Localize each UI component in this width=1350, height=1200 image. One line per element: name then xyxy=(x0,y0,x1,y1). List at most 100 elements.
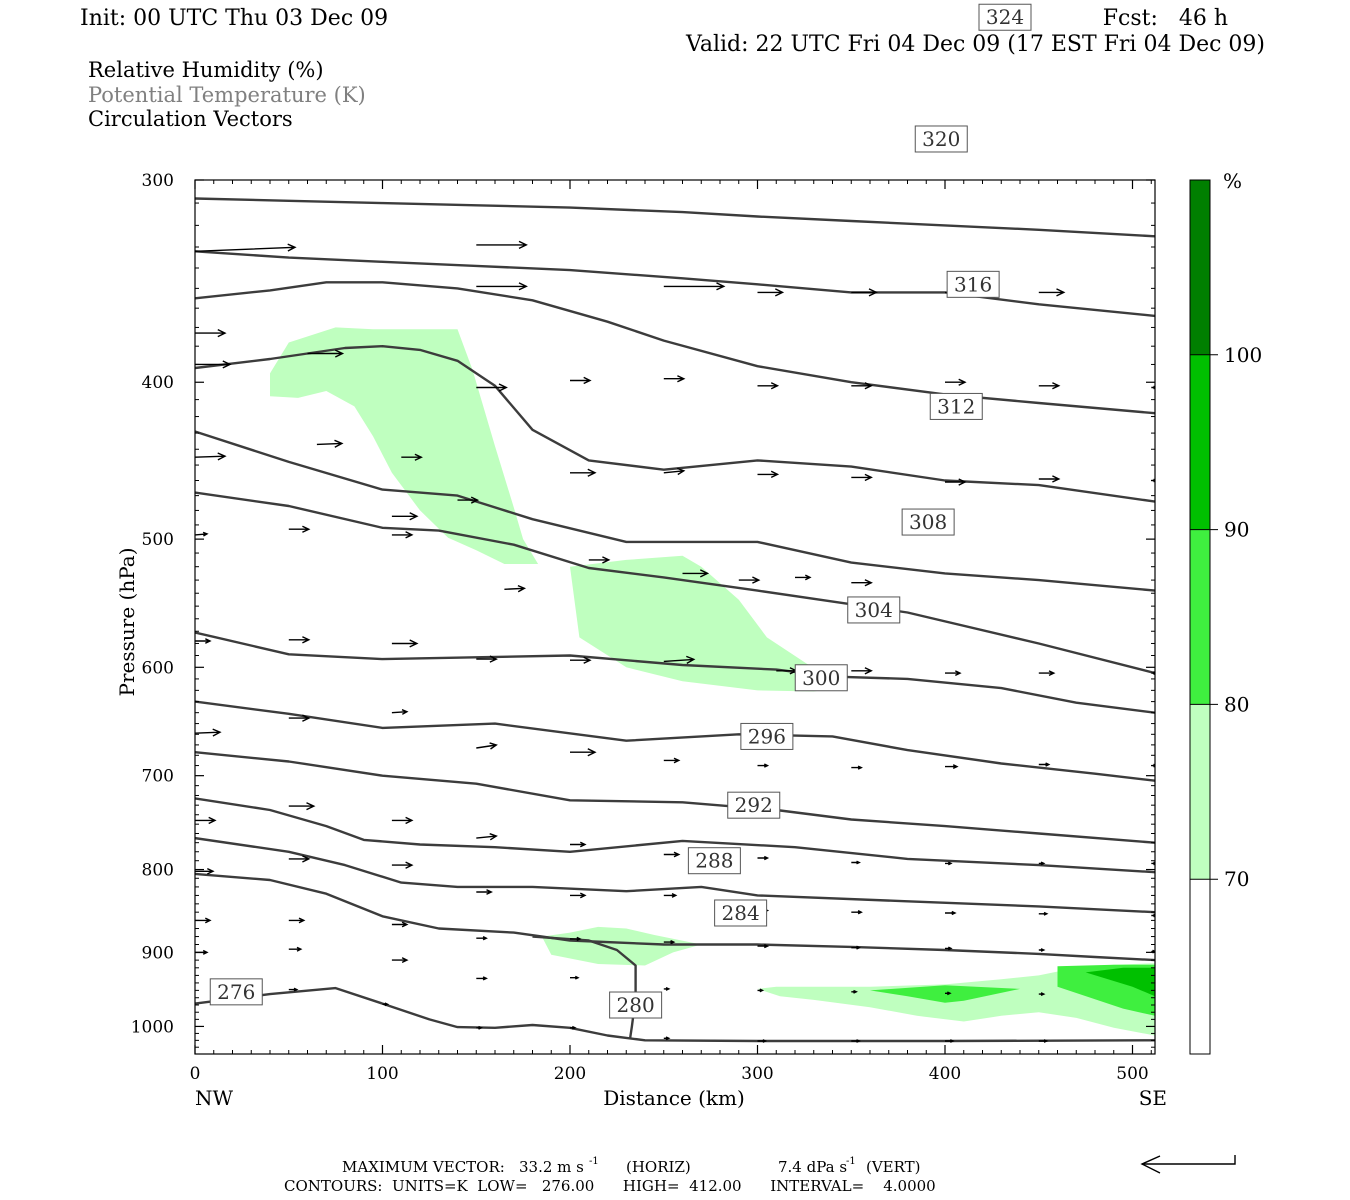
contour-label-box-300 xyxy=(794,664,848,692)
x-tick-label-200: 200 xyxy=(554,1064,586,1084)
contour-label-280: 280 xyxy=(617,993,655,1017)
legend-theta: Potential Temperature (K) xyxy=(88,83,366,107)
theta-contour-324 xyxy=(195,250,1155,318)
footer-horiz-exp: -1 xyxy=(589,1156,599,1167)
footer-max-vert: 7.4 dPa s xyxy=(778,1158,847,1176)
theta-contour-312 xyxy=(195,430,1155,592)
circulation-vector xyxy=(195,243,297,252)
contour-label-324: 324 xyxy=(986,5,1024,29)
colorbar-unit: % xyxy=(1223,169,1242,193)
colorbar-label-100: 100 xyxy=(1224,343,1262,367)
colorbar-frame xyxy=(1189,179,1211,1055)
circulation-vector xyxy=(570,376,592,385)
circulation-vector xyxy=(476,833,498,841)
circulation-vector xyxy=(288,525,311,533)
circulation-vector xyxy=(195,531,209,537)
x-tick-label-300: 300 xyxy=(741,1064,773,1084)
circulation-vector xyxy=(476,240,528,250)
circulation-vector xyxy=(1038,382,1061,390)
circulation-vector xyxy=(504,584,527,593)
circulation-vector xyxy=(1038,762,1051,767)
contour-label-box-312 xyxy=(929,392,983,420)
colorbar-label-90: 90 xyxy=(1224,518,1249,542)
circulation-vector xyxy=(851,382,873,390)
contour-label-box-324 xyxy=(978,3,1032,31)
footer-max-horiz: 33.2 m s xyxy=(519,1158,584,1176)
circulation-vector xyxy=(757,855,770,861)
contour-label-box-288 xyxy=(687,847,741,875)
contour-label-box-280 xyxy=(609,991,663,1019)
circulation-vector xyxy=(945,910,957,916)
y-axis-title: Pressure (hPa) xyxy=(115,548,139,697)
contour-label-312: 312 xyxy=(937,394,975,418)
circulation-vector xyxy=(288,714,311,722)
circulation-vector xyxy=(476,655,498,663)
circulation-vector xyxy=(851,989,858,994)
circulation-vector xyxy=(757,943,770,949)
circulation-vector xyxy=(570,892,587,899)
footer-vert-tag: (VERT) xyxy=(866,1158,921,1176)
footer-vert-exp: -1 xyxy=(846,1156,856,1167)
circulation-vector xyxy=(391,921,409,928)
circulation-vector xyxy=(476,935,488,941)
circulation-vector xyxy=(476,383,508,392)
rh-region-70-80-1 xyxy=(570,555,842,692)
footer-max-vector-label: MAXIMUM VECTOR: xyxy=(342,1158,505,1176)
circulation-vector xyxy=(288,855,311,863)
contour-label-layer: 2762802842882922963003043083123163203243… xyxy=(209,3,1032,1019)
circulation-vector xyxy=(288,987,299,992)
colorbar-segment xyxy=(1190,180,1210,355)
x-tick-label-400: 400 xyxy=(929,1064,961,1084)
circulation-vector xyxy=(663,375,686,383)
y-tick-label-300: 300 xyxy=(142,171,174,191)
theta-contour-292 xyxy=(195,797,1155,874)
contour-label-box-320 xyxy=(914,125,968,153)
y-tick-label-600: 600 xyxy=(142,658,174,678)
circulation-vector xyxy=(851,909,863,915)
valid-time: Valid: 22 UTC Fri 04 Dec 09 (17 EST Fri … xyxy=(685,32,1265,57)
circulation-vector xyxy=(391,639,419,648)
circulation-vector xyxy=(195,867,215,875)
circulation-vector xyxy=(195,360,232,369)
circulation-vector xyxy=(757,382,780,390)
circulation-vector xyxy=(663,1036,671,1041)
circulation-vector xyxy=(195,452,227,461)
circulation-vector xyxy=(682,569,710,578)
circulation-vector xyxy=(391,861,414,869)
axes-layer: 300 400 500 600 700 800 900 1000 0 100 200 300 400 50… xyxy=(131,171,1155,1084)
circulation-vector xyxy=(288,917,306,924)
circulation-vector xyxy=(1038,948,1046,952)
theta-contour-304 xyxy=(195,631,1155,714)
circulation-vector xyxy=(945,1039,955,1043)
theta-contour-308 xyxy=(195,491,1155,675)
circulation-vector xyxy=(476,282,528,291)
circulation-vector xyxy=(1038,475,1061,483)
circulation-vector xyxy=(945,991,952,996)
circulation-vector xyxy=(288,946,303,952)
circulation-vector xyxy=(570,936,582,942)
circulation-vector xyxy=(570,748,597,757)
forecast-hour: Fcst: 46 h xyxy=(1103,6,1228,31)
circulation-vector xyxy=(476,976,488,981)
theta-contour-288 xyxy=(195,836,1155,914)
circulation-vector xyxy=(391,512,419,521)
contour-label-box-304 xyxy=(847,596,901,624)
circulation-vector xyxy=(476,742,498,750)
legend-rh: Relative Humidity (%) xyxy=(88,58,324,82)
circulation-vector xyxy=(851,765,863,770)
y-tick-label-400: 400 xyxy=(142,373,174,393)
circulation-vector xyxy=(663,892,678,898)
circulation-vector xyxy=(288,636,311,644)
circulation-vector xyxy=(570,841,587,848)
x-tick-label-500: 500 xyxy=(1116,1064,1148,1084)
circulation-vector xyxy=(1038,992,1046,997)
colorbar-segment xyxy=(1190,354,1210,530)
contour-label-276: 276 xyxy=(217,980,255,1004)
x-tick-label-100: 100 xyxy=(366,1064,398,1084)
y-tick-label-900: 900 xyxy=(142,943,174,963)
circulation-vector xyxy=(476,889,493,895)
circulation-vector xyxy=(457,496,480,504)
rh-fill-layer xyxy=(270,327,1155,1036)
y-tick-label-500: 500 xyxy=(142,530,174,550)
y-tick-label-1000: 1000 xyxy=(131,1017,174,1037)
